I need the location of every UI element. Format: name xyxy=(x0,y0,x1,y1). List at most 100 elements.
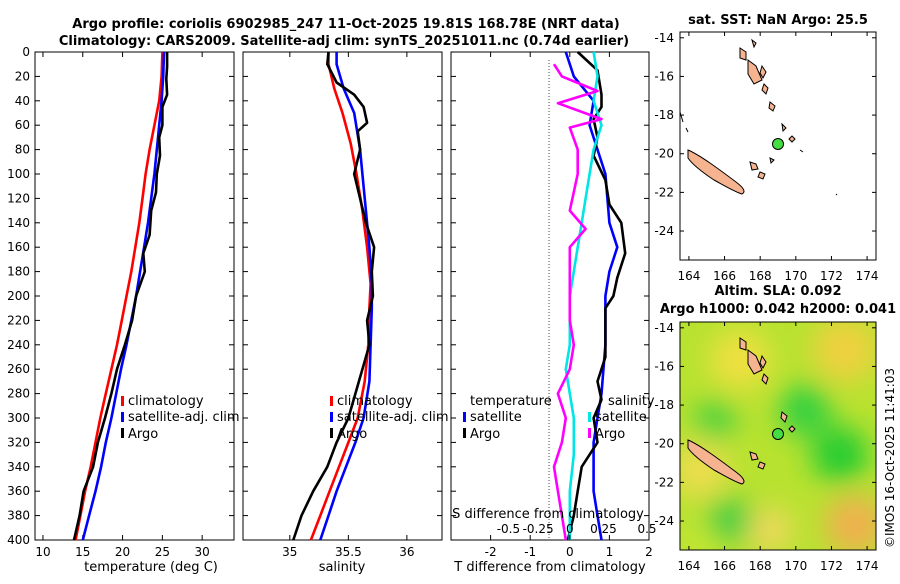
s-difference-label: S difference from climatology xyxy=(452,507,644,522)
legend-label-satellite: satellite-adj. clim xyxy=(337,410,449,425)
x-tick-label: -2 xyxy=(485,545,497,559)
series-line-temperature-satellite xyxy=(564,51,619,541)
figure-title-line1: Argo profile: coriolis 6902985_247 11-Oc… xyxy=(72,17,619,32)
lat-tick-label: -18 xyxy=(654,108,674,122)
legend-swatch-sal-satellite xyxy=(588,412,591,422)
depth-tick-label: 140 xyxy=(7,216,30,230)
sla-map-title-line1: Altim. SLA: 0.092 xyxy=(715,284,842,299)
x-tick-label: 30 xyxy=(195,545,210,559)
sla-map-axes-box xyxy=(679,321,877,551)
argo-location-marker xyxy=(772,138,784,150)
depth-tick-label: 240 xyxy=(7,338,30,352)
legend-label-argo: Argo xyxy=(128,427,158,442)
sla-lat-tick-labels: -14 -16 -18 -20 -22 -24 xyxy=(654,321,876,528)
lon-tick-label: 172 xyxy=(820,559,843,573)
depth-tick-label: 260 xyxy=(7,362,30,376)
legend-label-argo: Argo xyxy=(337,427,367,442)
lat-tick-label: -18 xyxy=(654,398,674,412)
depth-tick-label: 300 xyxy=(7,411,30,425)
lon-tick-label: 168 xyxy=(749,269,772,283)
depth-tick-label: 100 xyxy=(7,167,30,181)
lon-tick-label: 170 xyxy=(784,559,807,573)
depth-tick-label: 340 xyxy=(7,460,30,474)
sla-lon-tick-labels: 164 166 168 170 172 174 xyxy=(677,322,879,573)
lat-tick-label: -14 xyxy=(654,321,674,335)
depth-tick-label: 400 xyxy=(7,533,30,547)
legend-swatch-climatology xyxy=(121,396,124,406)
vanuatu-islands xyxy=(739,337,796,433)
lat-tick-label: -24 xyxy=(654,514,674,528)
new-caledonia-island xyxy=(687,149,745,195)
legend-title-salinity: salinity xyxy=(608,394,655,409)
depth-tick-label: 220 xyxy=(7,313,30,327)
salinity-tick-labels: 35 35.5 36 xyxy=(243,51,442,559)
depth-tick-labels: 0 20 40 60 80 100 120 140 160 180 200 220 240 260 280 3… xyxy=(7,45,30,547)
legend-label-sal-argo: Argo xyxy=(595,427,625,442)
legend-swatch-satellite xyxy=(121,412,124,422)
salinity-legend: climatology satellite-adj. clim Argo xyxy=(330,394,449,442)
legend-title-temperature: temperature xyxy=(470,394,552,409)
x-tick-label: 35.5 xyxy=(335,545,362,559)
series-line-argo xyxy=(292,51,376,541)
legend-swatch-argo xyxy=(121,428,124,438)
depth-tick-label: 20 xyxy=(15,69,30,83)
loyalty-islands xyxy=(749,451,766,470)
x-tick-label: 10 xyxy=(35,545,50,559)
lon-tick-label: 164 xyxy=(677,269,700,283)
x-tick-label: -1 xyxy=(524,545,536,559)
salinity-panel: 35 35.5 36 salinity climatology satellite-… xyxy=(242,51,449,575)
series-line-climatology xyxy=(74,51,164,541)
difference-axes-box xyxy=(450,51,650,541)
x-tick-label: 36 xyxy=(399,545,414,559)
lat-tick-label: -22 xyxy=(654,185,674,199)
legend-label-sal-satellite: satellite xyxy=(595,410,647,425)
difference-panel: -2 -1 0 1 2 -0.5 -0.25 0 0.25 0.5 S difference f… xyxy=(450,51,657,575)
depth-tick-label: 40 xyxy=(15,94,30,108)
sla-map-title-line2: Argo h1000: 0.042 h2000: 0.041 xyxy=(660,302,896,317)
small-islets xyxy=(680,111,838,196)
legend-swatch-sal-argo xyxy=(588,428,591,438)
depth-tick-label: 60 xyxy=(15,118,30,132)
sst-lat-tick-labels: -14 -16 -18 -20 -22 -24 xyxy=(654,31,876,238)
lat-tick-label: -16 xyxy=(654,69,674,83)
salinity-profiles xyxy=(292,51,376,541)
sst-map-panel: sat. SST: NaN Argo: 25.5 -14 -16 -18 -20 -22… xyxy=(654,13,878,283)
x-tick-label: 20 xyxy=(115,545,130,559)
lon-tick-label: 164 xyxy=(677,559,700,573)
series-line-argo xyxy=(72,52,169,541)
series-line-climatology xyxy=(309,52,372,541)
depth-tick-label: 180 xyxy=(7,265,30,279)
x-tick-label: 2 xyxy=(645,545,653,559)
sst-lon-tick-labels: 164 166 168 170 172 174 xyxy=(677,32,879,283)
temperature-xlabel: temperature (deg C) xyxy=(84,560,218,575)
s-diff-tick-label: -0.5 xyxy=(497,522,520,536)
temperature-axes-box xyxy=(34,51,235,541)
argo-location-marker xyxy=(772,428,784,440)
lon-tick-label: 166 xyxy=(713,559,736,573)
legend-swatch-temp-satellite xyxy=(463,412,466,422)
x-tick-label: 25 xyxy=(155,545,170,559)
lon-tick-label: 174 xyxy=(856,559,879,573)
legend-label-temp-argo: Argo xyxy=(470,427,500,442)
x-tick-label: 0 xyxy=(566,545,574,559)
vanuatu-islands xyxy=(739,38,787,133)
temperature-profiles xyxy=(72,51,169,541)
lat-tick-label: -14 xyxy=(654,31,674,45)
lon-tick-label: 170 xyxy=(784,269,807,283)
sla-map-panel: Altim. SLA: 0.092 Argo h1000: 0.042 h200… xyxy=(654,284,896,573)
difference-legend: temperature satellite Argo salinity sate… xyxy=(463,394,655,442)
depth-tick-label: 0 xyxy=(22,45,30,59)
depth-tick-label: 160 xyxy=(7,240,30,254)
legend-swatch-satellite xyxy=(330,412,333,422)
lon-tick-label: 172 xyxy=(820,269,843,283)
s-diff-tick-label: -0.25 xyxy=(523,522,554,536)
series-line-temperature-argo xyxy=(566,51,627,541)
depth-tick-label: 320 xyxy=(7,435,30,449)
t-difference-tick-labels: -2 -1 0 1 2 xyxy=(451,51,653,559)
sla-field xyxy=(680,322,876,550)
legend-label-climatology: climatology xyxy=(128,394,204,409)
figure-title-line2: Climatology: CARS2009. Satellite-adj cli… xyxy=(59,34,629,49)
salinity-xlabel: salinity xyxy=(319,560,366,575)
loyalty-islands xyxy=(749,157,775,180)
